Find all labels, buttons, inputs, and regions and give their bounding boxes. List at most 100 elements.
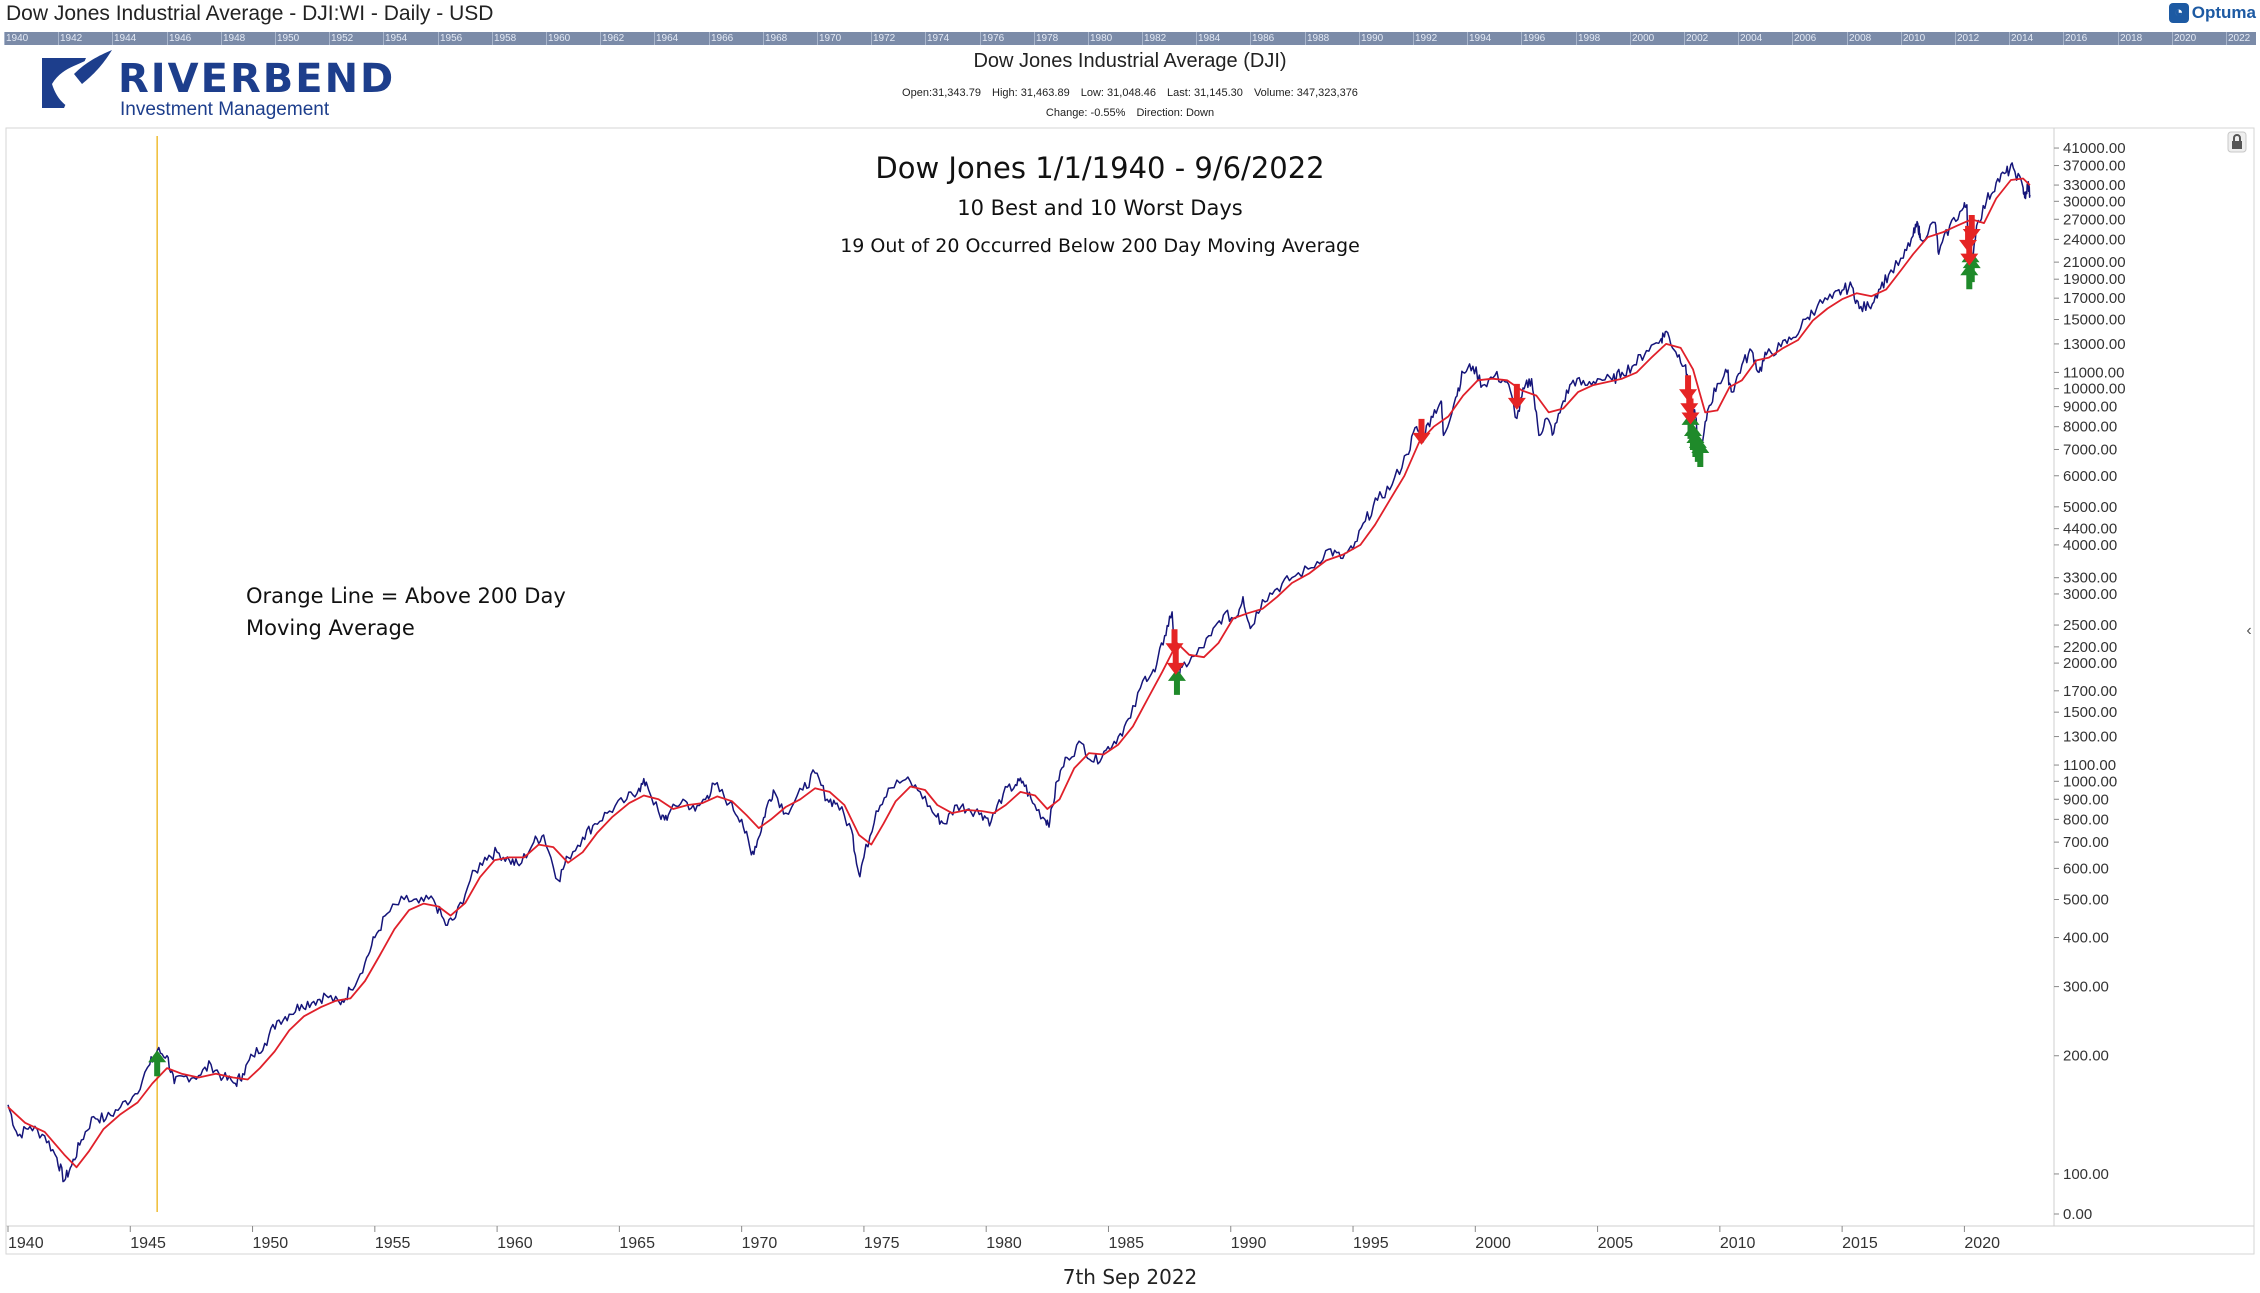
timeline-tick [383,32,384,45]
timeline-year-label: 1994 [1469,33,1492,44]
stat-low: Low: 31,048.46 [1080,87,1156,99]
worst-day-down-arrow-icon [1166,648,1185,675]
timeline-year-label: 1962 [602,33,625,44]
y-tick-label: 33000.00 [2063,177,2126,194]
y-tick-label: 800.00 [2063,811,2109,828]
timeline-year-label: 1956 [440,33,463,44]
optuma-brand-name: Optuma [2191,3,2256,22]
timeline-year-label: 1958 [494,33,517,44]
optuma-logo-icon: ◔ [2168,3,2189,23]
timeline-tick [1413,32,1414,45]
timeline-tick [1684,32,1685,45]
timeline-year-label: 1944 [114,33,137,44]
timeline-year-label: 1992 [1415,33,1438,44]
chart-subtitle-below-ma: 19 Out of 20 Occurred Below 200 Day Movi… [840,235,1360,257]
chart-title: Dow Jones 1/1/1940 - 9/6/2022 [875,151,1324,185]
y-tick-label: 700.00 [2063,834,2109,851]
stat-open: Open:31,343.79 [902,87,981,99]
collapse-panel-chevron-icon[interactable]: ‹ [2246,622,2252,639]
timeline-tick [1847,32,1848,45]
y-tick-label: 21000.00 [2063,254,2126,271]
x-tick-label: 2020 [1964,1235,2000,1252]
timeline-year-label: 1988 [1307,33,1330,44]
timeline-tick [1034,32,1035,45]
timeline-year-label: 1942 [60,33,83,44]
y-tick-label: 4400.00 [2063,521,2117,538]
x-tick-label: 2010 [1720,1235,1756,1252]
timeline-year-label: 2006 [1794,33,1817,44]
y-tick-label: 19000.00 [2063,271,2126,288]
x-tick-label: 1990 [1231,1235,1267,1252]
x-tick-label: 1980 [986,1235,1022,1252]
change-stats: Change: -0.55% Direction: Down [0,107,2260,119]
x-tick-label: 1950 [253,1235,289,1252]
y-tick-label: 200.00 [2063,1048,2109,1065]
timeline-year-label: 2022 [2228,33,2251,44]
y-tick-label: 0.00 [2063,1206,2092,1223]
timeline-year-label: 1940 [6,33,29,44]
y-tick-label: 9000.00 [2063,399,2117,416]
y-tick-label: 24000.00 [2063,231,2126,248]
logo-subtitle: Investment Management [120,99,330,120]
timeline-tick [275,32,276,45]
timeline-tick [1088,32,1089,45]
timeline-year-label: 1980 [1090,33,1113,44]
x-tick-label: 1975 [864,1235,900,1252]
timeline-tick [1955,32,1956,45]
x-tick-label: 1970 [742,1235,778,1252]
timeline-tick [2172,32,2173,45]
timeline-year-label: 1946 [169,33,192,44]
y-tick-label: 1500.00 [2063,704,2117,721]
y-tick-label: 400.00 [2063,930,2109,947]
series-line-dji [7,162,2031,1183]
timeline-year-label: 1982 [1144,33,1167,44]
annotation-moving-average: Moving Average [246,616,415,640]
timeline-year-label: 1978 [1036,33,1059,44]
timeline-tick [1467,32,1468,45]
y-tick-label: 6000.00 [2063,468,2117,485]
y-tick-label: 17000.00 [2063,290,2126,307]
y-tick-label: 1000.00 [2063,773,2117,790]
y-tick-label: 1100.00 [2063,757,2116,774]
riverbend-logo-mark [42,50,112,112]
lock-icon[interactable] [2226,130,2248,154]
y-tick-label: 3000.00 [2063,586,2117,603]
timeline-tick [2009,32,2010,45]
footer-date: 7th Sep 2022 [1063,1265,1198,1289]
timeline-year-label: 1948 [223,33,246,44]
y-tick-label: 100.00 [2063,1166,2109,1183]
timeline-year-label: 2010 [1903,33,1926,44]
x-tick-label: 1985 [1108,1235,1144,1252]
timeline-year-label: 1984 [1198,33,1221,44]
best-day-up-arrow-icon [1681,412,1700,439]
app-titlebar: Dow Jones Industrial Average - DJI:WI - … [0,0,2260,30]
plot-frame [5,127,2255,1255]
timeline-year-label: 2018 [2120,33,2143,44]
x-tick-label: 2015 [1842,1235,1878,1252]
timeline-year-label: 1996 [1523,33,1546,44]
timeline-tick [1359,32,1360,45]
timeline-year-label: 2012 [1957,33,1980,44]
timeline-tick [1901,32,1902,45]
y-tick-label: 30000.00 [2063,193,2126,210]
y-tick-label: 2000.00 [2063,655,2117,672]
timeline-navigator[interactable]: 1940 1942 1944 1946 1948 1950 1952 1954 1956 1958… [4,32,2256,45]
timeline-tick [1196,32,1197,45]
timeline-tick [1630,32,1631,45]
timeline-year-label: 1968 [765,33,788,44]
worst-day-down-arrow-icon [1412,418,1431,445]
worst-day-down-arrow-icon [1679,375,1698,402]
timeline-tick [980,32,981,45]
timeline-year-label: 2014 [2011,33,2034,44]
stat-volume: Volume: 347,323,376 [1253,87,1358,99]
timeline-tick [1738,32,1739,45]
timeline-tick [1142,32,1143,45]
series-line-200-day-ma [7,177,2031,1169]
timeline-year-label: 1952 [331,33,354,44]
timeline-tick [2226,32,2227,45]
best-day-up-arrow-icon [1167,668,1186,695]
worst-day-down-arrow-icon [1959,225,1978,252]
y-tick-label: 2200.00 [2063,639,2117,656]
y-tick-label: 37000.00 [2063,158,2126,175]
